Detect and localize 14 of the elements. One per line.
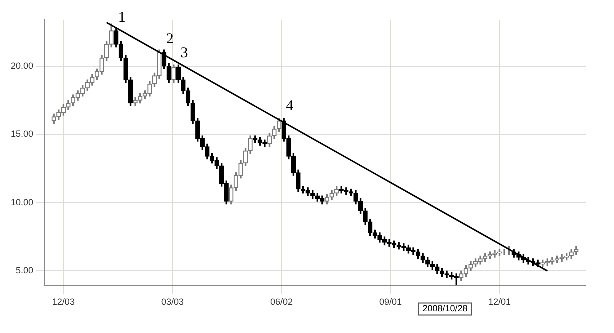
x-tick-label: 09/01 — [379, 297, 402, 308]
annotation: 2 — [166, 32, 174, 48]
annotation: 4 — [286, 98, 294, 115]
text: 2008/10/28 — [422, 304, 468, 314]
annotation: 3 — [180, 45, 188, 62]
y-tick-label: 15.00 — [10, 129, 34, 140]
y-tick-label: 10.00 — [10, 197, 34, 208]
x-tick-label: 12/01 — [488, 297, 512, 308]
y-tick-label: 5.00 — [16, 266, 34, 276]
x-tick-label: 03/03 — [161, 297, 184, 308]
x-tick-label: 12/03 — [52, 297, 75, 308]
y-tick-label: 20.00 — [10, 60, 34, 71]
annotation: 1 — [118, 10, 126, 26]
x-tick-label: 06/02 — [270, 297, 293, 308]
